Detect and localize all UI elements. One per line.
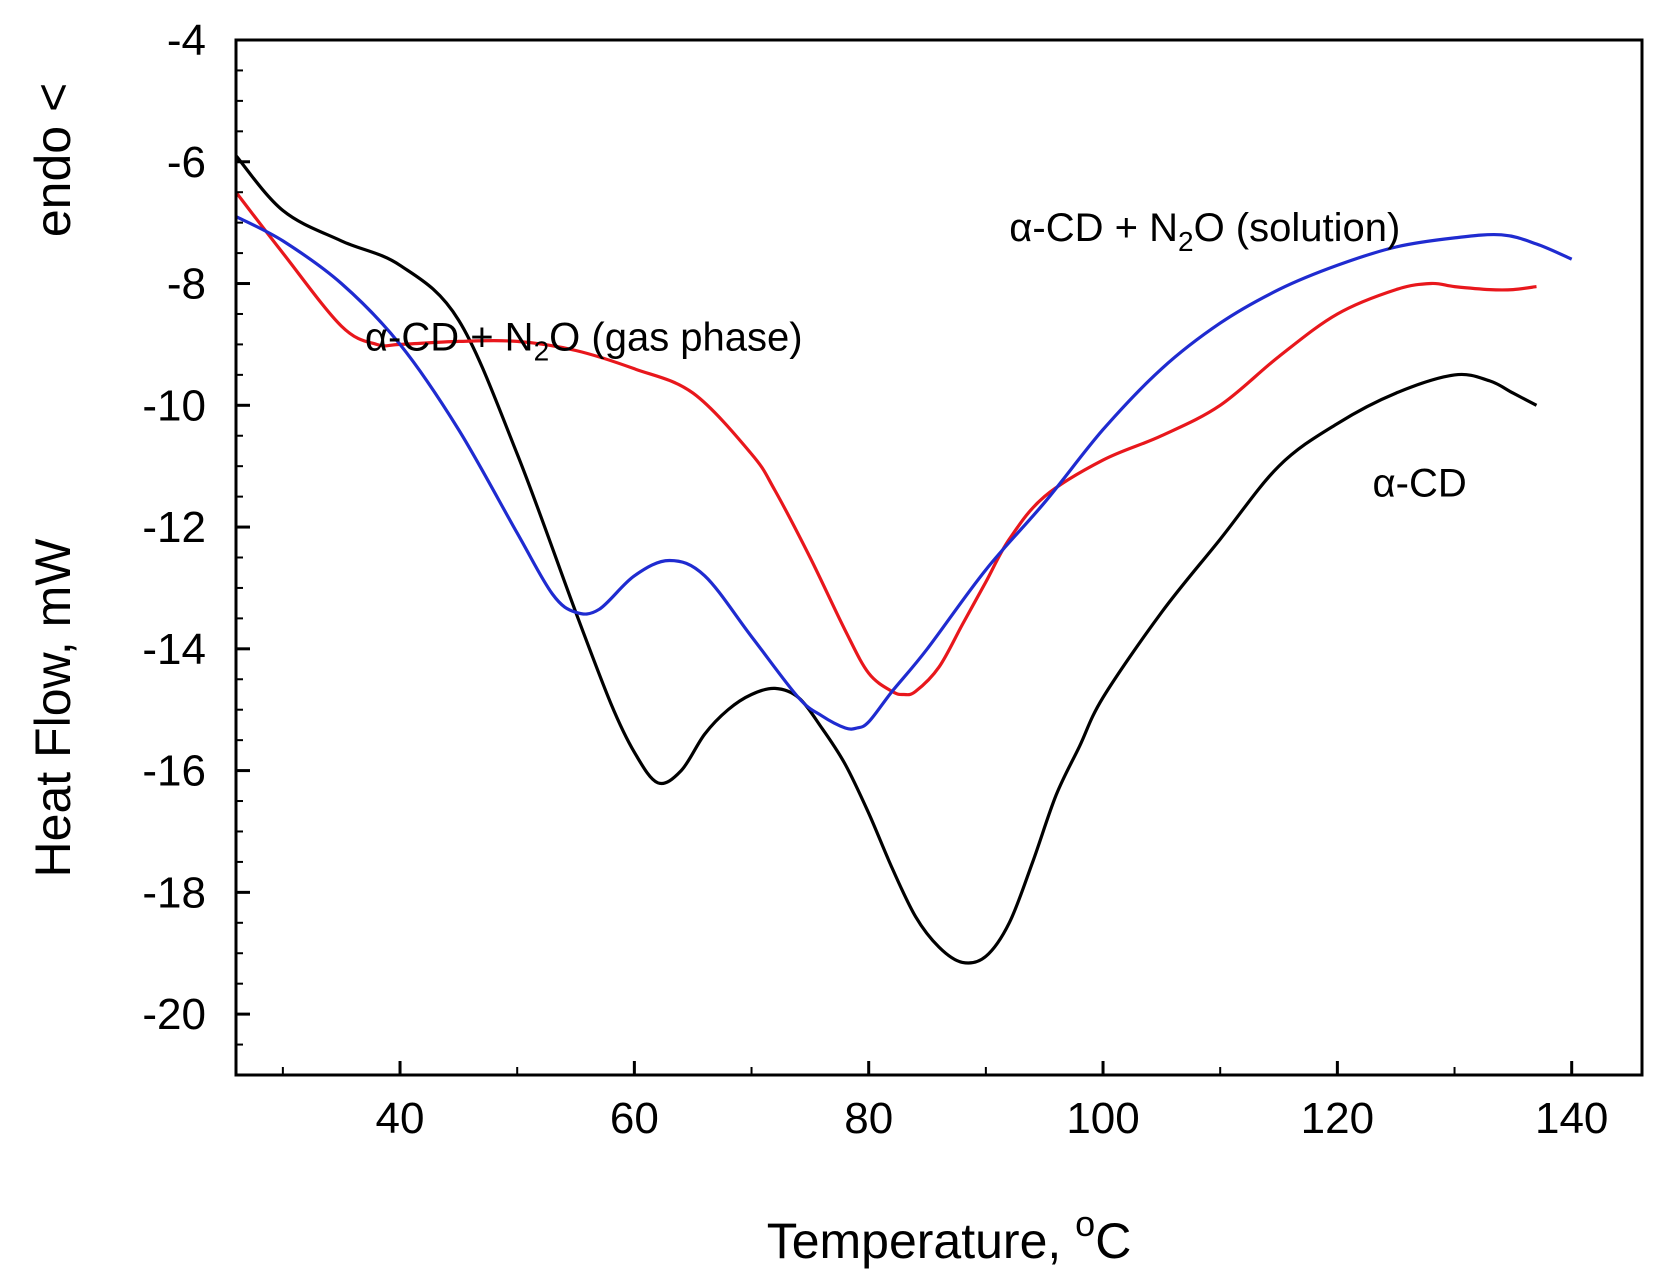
ticks-layer: 40 60 80 100 120 140 -20 -18 -16 -14 -12 -10 -8 -6 -4 <box>142 16 1608 1143</box>
y-tick-label: -10 <box>142 381 206 430</box>
series-line-0 <box>234 154 1538 965</box>
y-tick-label: -8 <box>167 260 206 309</box>
x-tick-label: 140 <box>1535 1094 1608 1143</box>
series-line-1 <box>234 191 1537 697</box>
y-tick-label: -4 <box>167 16 206 65</box>
y-tick-label: -20 <box>142 990 206 1039</box>
y-tick-label: -12 <box>142 503 206 552</box>
annotation-text: α-CD + N <box>365 316 534 360</box>
y-tick-label: -18 <box>142 868 206 917</box>
series-annotation-1: α-CD + N2O (gas phase) <box>365 316 803 367</box>
annotation-subscript: 2 <box>534 336 550 367</box>
y-tick-label: -6 <box>167 138 206 187</box>
x-tick-label: 60 <box>610 1094 659 1143</box>
x-axis-title: Temperature, oC <box>767 1203 1132 1269</box>
x-tick-label: 120 <box>1301 1094 1374 1143</box>
x-tick-label: 100 <box>1066 1094 1139 1143</box>
series-annotation-0: α-CD + N2O (solution) <box>1009 206 1400 257</box>
annotation-tail: O (gas phase) <box>549 316 802 360</box>
x-axis-title-unit: C <box>1095 1213 1131 1269</box>
series-annotation-2: α-CD <box>1373 462 1467 506</box>
series-layer <box>234 154 1573 965</box>
x-axis-title-sup: o <box>1075 1203 1095 1244</box>
endo-direction-label: endo < <box>25 83 81 237</box>
annotation-tail: O (solution) <box>1194 206 1401 250</box>
x-tick-label: 40 <box>376 1094 425 1143</box>
y-tick-label: -16 <box>142 747 206 796</box>
annotation-layer: α-CD + N2O (solution)α-CD + N2O (gas pha… <box>365 206 1467 506</box>
x-axis-title-text: Temperature, <box>767 1213 1075 1269</box>
series-line-2 <box>235 215 1573 731</box>
annotation-text: α-CD <box>1373 462 1467 506</box>
y-axis-title: Heat Flow, mW <box>25 538 81 878</box>
y-tick-label: -14 <box>142 625 206 674</box>
annotation-subscript: 2 <box>1178 226 1194 257</box>
x-tick-label: 80 <box>844 1094 893 1143</box>
annotation-text: α-CD + N <box>1009 206 1178 250</box>
